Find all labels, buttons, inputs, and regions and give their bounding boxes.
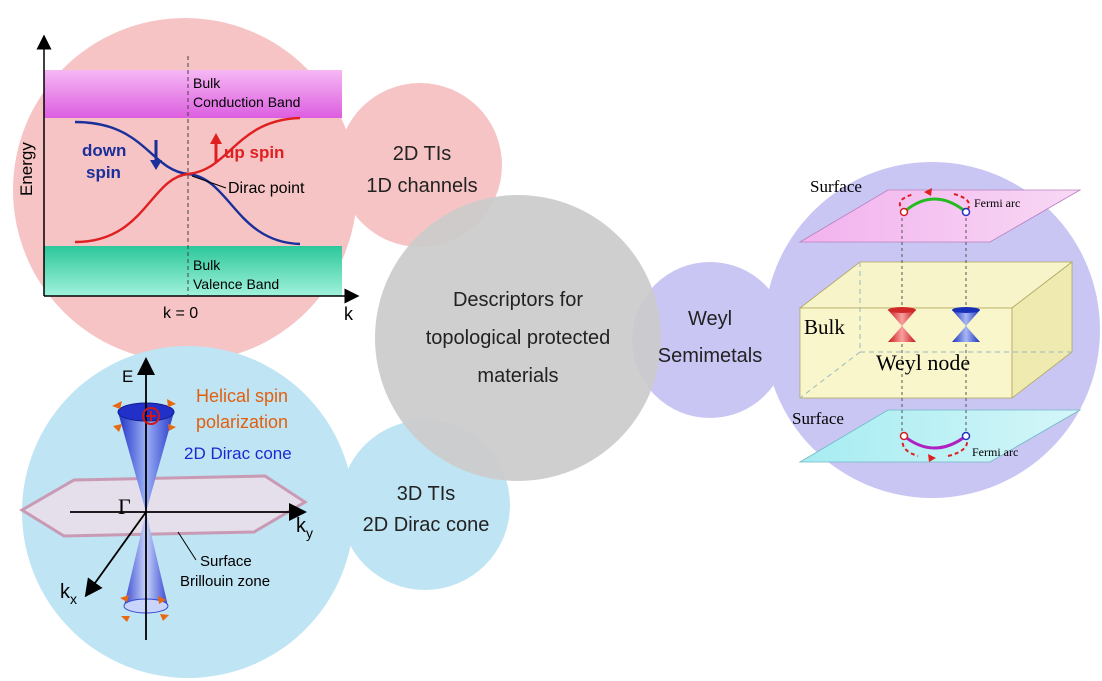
conduction-label-1: Bulk: [193, 75, 221, 91]
weyl-diagram: Surface Surface Fermi arc Fermi arc Bulk…: [792, 177, 1082, 463]
helical-label-1: Helical spin: [196, 386, 288, 406]
fermi-arc-bottom: [903, 434, 967, 450]
valence-label-1: Bulk: [193, 257, 221, 273]
spin-polarization-symbol: [142, 407, 160, 425]
fermi-arc-top: [903, 197, 967, 214]
tis2d-line1: 2D TIs: [393, 143, 452, 165]
k-zero-label: k = 0: [163, 305, 198, 322]
bubble-2d-tis-small: [338, 83, 502, 247]
surface-bz-label-2: Brillouin zone: [180, 573, 270, 590]
weyl-bubble-line2: Semimetals: [658, 345, 762, 367]
up-spin-label: up spin: [224, 143, 284, 162]
down-spin-label-1: down: [82, 141, 126, 160]
up-spin-curve: [74, 116, 301, 244]
dirac-point-leader: [191, 175, 227, 189]
down-spin-arrowhead: [150, 160, 162, 170]
valence-band: [44, 246, 342, 296]
center-line3: materials: [477, 365, 558, 387]
helical-label-2: polarization: [196, 412, 288, 432]
kx-axis: [84, 511, 147, 598]
dirac-point-label: Dirac point: [228, 180, 305, 197]
bz-leader: [177, 531, 197, 561]
k-axis-label: k: [344, 304, 354, 324]
top-surface-plane: [798, 189, 1082, 243]
bottom-surface-plane: [798, 409, 1082, 463]
bubble-center: [375, 195, 661, 481]
weyl-node-red: [888, 310, 916, 342]
kx-label: kx: [60, 581, 77, 607]
ky-label: ky: [296, 515, 313, 541]
tis3d-line2: 2D Dirac cone: [363, 514, 490, 536]
fermi-arc-top-label: Fermi arc: [974, 196, 1020, 210]
bubble-weyl-small: [632, 262, 788, 418]
e-axis-label: E: [122, 367, 133, 386]
weyl-node-blue: [952, 310, 980, 342]
center-line2: topological protected: [426, 327, 611, 349]
bulk-label: Bulk: [804, 315, 845, 339]
conduction-band: [44, 70, 342, 118]
surface-bottom-label: Surface: [792, 409, 844, 428]
up-spin-arrowhead: [210, 133, 222, 144]
weyl-bubble-line1: Weyl: [688, 308, 732, 330]
band-diagram: Bulk Conduction Band Bulk Valence Band D…: [17, 34, 360, 324]
fermi-arc-bottom-label: Fermi arc: [972, 445, 1018, 459]
surface-brillouin-zone: [19, 474, 308, 538]
surface-bz-label-1: Surface: [200, 553, 252, 570]
energy-axis-label: Energy: [17, 142, 36, 196]
conduction-label-2: Conduction Band: [193, 94, 300, 110]
helical-spin-arrows: [112, 399, 176, 622]
valence-label-2: Valence Band: [193, 276, 279, 292]
gamma-label: Γ: [118, 494, 131, 519]
surface-top-label: Surface: [810, 177, 862, 196]
tis2d-line2: 1D channels: [366, 175, 477, 197]
down-spin-label-2: spin: [86, 163, 121, 182]
dirac-cone-label: 2D Dirac cone: [184, 444, 292, 463]
tis3d-line1: 3D TIs: [397, 483, 456, 505]
center-line1: Descriptors for: [453, 289, 583, 311]
weyl-node-label: Weyl node: [876, 350, 970, 375]
dirac-cone-diagram: E Helical spin polarization 2D Dirac con…: [19, 357, 313, 640]
